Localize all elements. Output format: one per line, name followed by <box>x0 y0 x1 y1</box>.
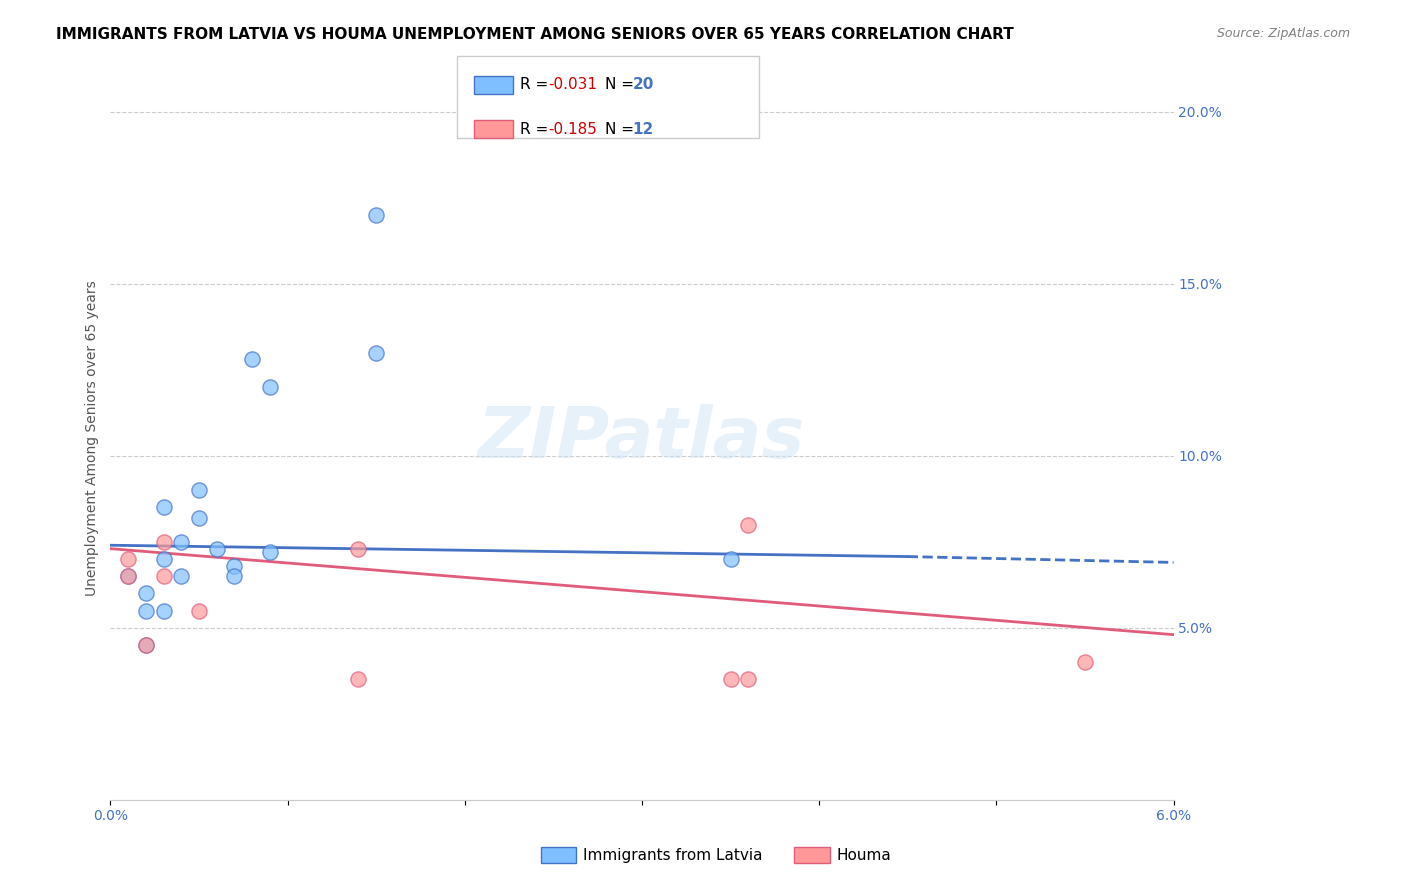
Point <box>170 534 193 549</box>
Point <box>347 673 370 687</box>
Point <box>152 604 174 618</box>
Point <box>720 673 742 687</box>
Point <box>135 604 157 618</box>
Point <box>170 569 193 583</box>
Point <box>117 552 139 566</box>
Text: -0.031: -0.031 <box>548 78 598 92</box>
Point <box>259 545 281 559</box>
Point <box>152 500 174 515</box>
Text: 12: 12 <box>633 122 654 136</box>
Point <box>152 534 174 549</box>
Point <box>188 604 211 618</box>
Text: Immigrants from Latvia: Immigrants from Latvia <box>583 848 763 863</box>
Text: N =: N = <box>605 122 638 136</box>
Point <box>366 345 388 359</box>
Point <box>347 541 370 556</box>
Point <box>1074 655 1097 669</box>
Point <box>240 352 263 367</box>
Text: R =: R = <box>520 78 554 92</box>
Text: Source: ZipAtlas.com: Source: ZipAtlas.com <box>1216 27 1350 40</box>
Point <box>737 673 759 687</box>
Point <box>117 569 139 583</box>
Point <box>152 569 174 583</box>
Text: ZIPatlas: ZIPatlas <box>478 404 806 473</box>
Text: IMMIGRANTS FROM LATVIA VS HOUMA UNEMPLOYMENT AMONG SENIORS OVER 65 YEARS CORRELA: IMMIGRANTS FROM LATVIA VS HOUMA UNEMPLOY… <box>56 27 1014 42</box>
Point <box>152 552 174 566</box>
Point <box>135 586 157 600</box>
Point <box>205 541 228 556</box>
Point <box>117 569 139 583</box>
Text: 20: 20 <box>633 78 654 92</box>
Point <box>259 380 281 394</box>
Point <box>366 208 388 222</box>
Point <box>737 517 759 532</box>
Text: R =: R = <box>520 122 554 136</box>
Point <box>188 510 211 524</box>
Text: Houma: Houma <box>837 848 891 863</box>
Point <box>224 558 246 573</box>
Text: N =: N = <box>605 78 638 92</box>
Point <box>135 638 157 652</box>
Point <box>135 638 157 652</box>
Y-axis label: Unemployment Among Seniors over 65 years: Unemployment Among Seniors over 65 years <box>86 281 100 597</box>
Point <box>188 483 211 498</box>
Point <box>720 552 742 566</box>
Point <box>224 569 246 583</box>
Text: -0.185: -0.185 <box>548 122 598 136</box>
